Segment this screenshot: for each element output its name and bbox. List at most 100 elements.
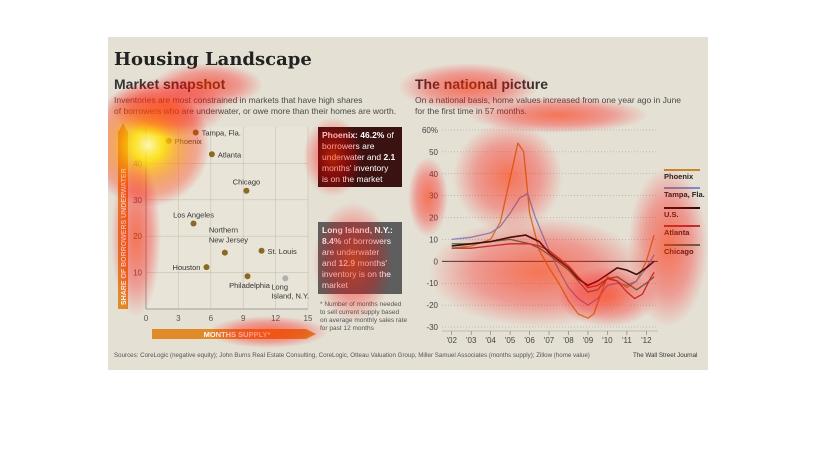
callout-text: months'	[355, 258, 387, 268]
x-tick-label: '04	[485, 336, 496, 345]
callout-line: inventory is on the	[322, 269, 398, 280]
scatter-point	[192, 129, 199, 136]
scatter-point-label: Phoenix	[175, 137, 202, 146]
y-tick-label: 10	[133, 269, 142, 278]
scatter-point-label: St. Louis	[268, 247, 297, 256]
x-axis-arrow	[306, 329, 316, 339]
series-line-phoenix	[451, 142, 655, 319]
callout-text: borrowers are	[322, 141, 375, 151]
national-picture-line-chart: -30 -20 -10 0 10 20 30 40 50 60% '02 '03 '04 '05 '06 '0…	[422, 126, 705, 345]
scatter-point-label: Philadelphia	[229, 281, 271, 290]
x-tick-label: '05	[505, 336, 516, 345]
legend-label: Chicago	[664, 247, 694, 256]
y-tick-label: 60%	[422, 126, 438, 135]
x-tick-label: '07	[544, 336, 555, 345]
main-title: Housing Landscape	[114, 49, 312, 70]
x-tick-label: '08	[563, 336, 574, 345]
callout-line: market	[322, 280, 398, 291]
x-tick-label: 15	[304, 314, 313, 323]
scatter-point-label: Long	[271, 282, 288, 291]
callout-text: of borrowers	[341, 236, 391, 246]
y-tick-label: 20	[429, 214, 438, 223]
market-snapshot-title: Market snapshot	[114, 76, 226, 92]
y-tick-label: -30	[426, 323, 438, 332]
y-tick-label: 50	[429, 148, 438, 157]
callout-line: and 12.9 months'	[322, 258, 398, 269]
callout-text: is on the market	[322, 174, 383, 184]
callout-text: and	[322, 258, 339, 268]
callout-bold-text: Long Island, N.Y.:	[322, 225, 393, 235]
x-tick-label: '12	[641, 336, 652, 345]
callout-text: are underwater	[322, 247, 380, 257]
scatter-point	[203, 264, 210, 271]
legend-label: U.S.	[664, 210, 679, 219]
y-tick-label: 30	[429, 192, 438, 201]
x-tick-label: 12	[271, 314, 280, 323]
scatter-point	[258, 247, 265, 254]
y-tick-label: 30	[133, 196, 142, 205]
callout-text: underwater and	[322, 152, 384, 162]
legend-label: Phoenix	[664, 172, 694, 181]
scatter-point	[190, 220, 197, 227]
scatter-point-label: Island, N.Y.	[271, 291, 309, 300]
scatter-point-label: Atlanta	[218, 150, 242, 159]
x-tick-label: '09	[583, 336, 594, 345]
callout-bold-text: Phoenix: 46.2%	[322, 130, 385, 140]
y-tick-label: 10	[429, 235, 438, 244]
callout-text: of	[384, 130, 394, 140]
y-axis-arrow	[118, 123, 128, 133]
scatter-point	[243, 187, 250, 194]
callout-line: are underwater	[322, 247, 398, 258]
x-tick-label: 6	[209, 314, 214, 323]
infographic-panel: Housing Landscape Market snapshot Invent…	[108, 37, 708, 370]
scatter-point-label: Houston	[173, 263, 201, 272]
market-snapshot-scatter-chart: SHARE OF BORROWERS UNDERWATER MONTHS SUPP…	[118, 123, 316, 339]
x-tick-label: 3	[176, 314, 181, 323]
market-snapshot-subtitle-line1: Inventories are most constrained in mark…	[114, 95, 363, 105]
callout-text: market	[322, 280, 348, 290]
series-line-atlanta	[451, 243, 655, 300]
y-tick-label: -20	[426, 301, 438, 310]
legend-label: Tampa, Fla.	[664, 190, 705, 199]
scatter-point	[221, 249, 228, 256]
phoenix-callout: Phoenix: 46.2% of borrowers are underwater…	[318, 127, 402, 187]
scatter-point-label: New Jersey	[209, 236, 248, 245]
callout-line: is on the market	[322, 174, 398, 185]
scatter-point-label: Tampa, Fla.	[202, 128, 241, 137]
x-tick-label: '06	[524, 336, 535, 345]
callout-line: 8.4% of borrowers	[322, 236, 398, 247]
wsj-credit: The Wall Street Journal	[633, 352, 698, 359]
callout-line: Phoenix: 46.2% of	[322, 130, 398, 141]
series-line-us	[451, 234, 655, 287]
long-island-callout: Long Island, N.Y.: 8.4% of borrowers are u…	[318, 222, 402, 294]
callout-bold-text: 2.1	[383, 152, 396, 162]
x-tick-label: '11	[622, 336, 632, 345]
y-axis-label: SHARE OF BORROWERS UNDERWATER	[121, 168, 128, 305]
callout-line: borrowers are	[322, 141, 398, 152]
x-tick-label: '10	[602, 336, 613, 345]
scatter-point	[244, 273, 251, 280]
sources-note: Sources: CoreLogic (negative equity); Jo…	[114, 352, 590, 359]
x-tick-label: 0	[144, 314, 149, 323]
market-snapshot-subtitle-line2: of borrowers who are underwater, or owe …	[114, 106, 397, 116]
y-tick-label: 40	[429, 170, 438, 179]
callout-line: underwater and 2.1	[322, 152, 398, 163]
scatter-point	[208, 151, 215, 158]
months-supply-footnote: * Number of months needed to sell curren…	[320, 301, 408, 332]
y-tick-label: 20	[133, 232, 142, 241]
callout-bold-text: 8.4%	[322, 236, 342, 246]
national-picture-subtitle-line1: On a national basis, home values increas…	[415, 95, 682, 105]
callout-text: months' inventory	[322, 163, 389, 173]
national-picture-title: The national picture	[415, 76, 549, 92]
scatter-point-label: Los Angeles	[173, 210, 214, 219]
scatter-point-label: Northern	[209, 226, 238, 235]
scatter-point	[165, 137, 172, 144]
callout-line: Long Island, N.Y.:	[322, 225, 398, 236]
y-tick-label: -10	[426, 279, 438, 288]
legend-label: Atlanta	[664, 228, 690, 237]
scatter-point-label: Chicago	[233, 178, 261, 187]
national-picture-subtitle-line2: for the first time in 57 months.	[415, 106, 527, 116]
x-axis-label: MONTHS SUPPLY*	[204, 330, 271, 339]
x-tick-label: 9	[241, 314, 246, 323]
scatter-point	[282, 275, 289, 282]
